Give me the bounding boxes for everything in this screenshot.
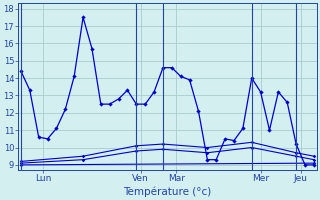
X-axis label: Température (°c): Température (°c) xyxy=(123,186,212,197)
